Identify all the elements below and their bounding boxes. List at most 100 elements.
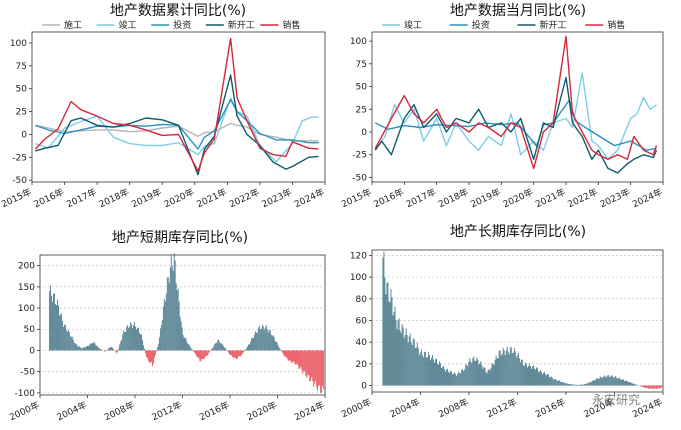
bar <box>569 383 571 386</box>
bar <box>200 350 202 362</box>
bar <box>545 374 546 386</box>
bar <box>506 346 508 386</box>
plot-frame <box>371 31 664 183</box>
bar <box>585 383 587 386</box>
bar <box>573 384 575 386</box>
bar <box>232 350 233 357</box>
bar <box>643 385 645 388</box>
legend-label: 竣工 <box>119 19 137 31</box>
bar <box>190 348 192 351</box>
bar <box>131 324 133 351</box>
y-tick-label: 100 <box>10 39 27 49</box>
bar <box>473 356 475 386</box>
bar <box>248 344 249 351</box>
bar <box>511 352 513 386</box>
bar <box>399 330 401 386</box>
bar <box>249 342 251 351</box>
bar <box>581 384 583 386</box>
bar <box>508 354 510 386</box>
bar <box>385 294 387 386</box>
bar <box>175 283 177 351</box>
bar <box>583 384 585 386</box>
bar <box>63 324 65 351</box>
bar <box>571 384 573 386</box>
bar <box>466 364 468 386</box>
bar <box>77 346 79 351</box>
bar <box>448 371 449 386</box>
bar <box>148 350 149 362</box>
bar <box>553 379 555 386</box>
bar <box>246 348 247 351</box>
bar <box>431 357 432 386</box>
bar <box>572 384 574 386</box>
bar <box>416 342 418 386</box>
bar <box>532 366 533 386</box>
bar <box>653 385 655 389</box>
series-line <box>35 122 319 142</box>
bar <box>393 311 395 386</box>
bar <box>467 366 469 386</box>
bar <box>428 355 430 386</box>
bar <box>240 350 241 357</box>
bar <box>459 373 461 386</box>
bar <box>216 342 218 351</box>
bar <box>449 372 451 386</box>
bar <box>609 376 611 386</box>
bar <box>197 350 199 358</box>
y-tick-label: -25 <box>12 153 27 163</box>
bar <box>72 339 74 351</box>
bar <box>634 383 635 386</box>
bar <box>320 350 322 393</box>
bar <box>391 297 393 386</box>
bar <box>224 347 226 351</box>
bar <box>302 350 304 374</box>
bar <box>182 334 184 351</box>
y-tick-label: -50 <box>12 176 27 186</box>
bar <box>183 337 185 351</box>
bar <box>177 288 179 351</box>
bar <box>93 341 95 351</box>
bar <box>412 338 414 386</box>
y-tick-label: -25 <box>352 151 367 161</box>
bar <box>163 298 165 351</box>
bar <box>463 371 465 386</box>
bar <box>602 376 604 386</box>
x-tick-label: 2024年 <box>292 186 326 210</box>
bar <box>625 380 626 386</box>
y-tick-label: -100 <box>15 389 36 399</box>
bar <box>214 344 216 351</box>
bar <box>563 382 565 386</box>
y-tick-label: 200 <box>18 262 35 272</box>
bar <box>559 380 561 386</box>
bar <box>624 380 625 386</box>
bar <box>520 359 522 386</box>
bar <box>611 375 613 386</box>
bar <box>635 384 636 386</box>
bar <box>515 357 517 386</box>
bar <box>87 345 89 351</box>
bar <box>134 321 135 351</box>
y-tick-label: 50 <box>356 83 368 93</box>
chart-title: 地产数据累计同比(%) <box>110 3 246 19</box>
bar <box>257 327 259 351</box>
bar <box>154 350 155 359</box>
bar <box>277 345 279 351</box>
bar <box>528 366 529 386</box>
bar <box>525 363 527 386</box>
bar <box>84 347 86 351</box>
bar <box>122 334 124 351</box>
bar <box>260 328 262 351</box>
bar <box>432 355 433 386</box>
bar <box>226 349 228 351</box>
bar <box>287 350 289 361</box>
y-tick-label: 75 <box>356 60 367 70</box>
bar <box>382 257 384 386</box>
bar <box>612 377 614 386</box>
bar <box>383 251 385 386</box>
bar <box>610 375 612 386</box>
bar <box>108 348 110 351</box>
bar <box>440 363 441 386</box>
bar <box>153 350 154 364</box>
bar <box>101 349 103 351</box>
bar <box>549 376 551 386</box>
